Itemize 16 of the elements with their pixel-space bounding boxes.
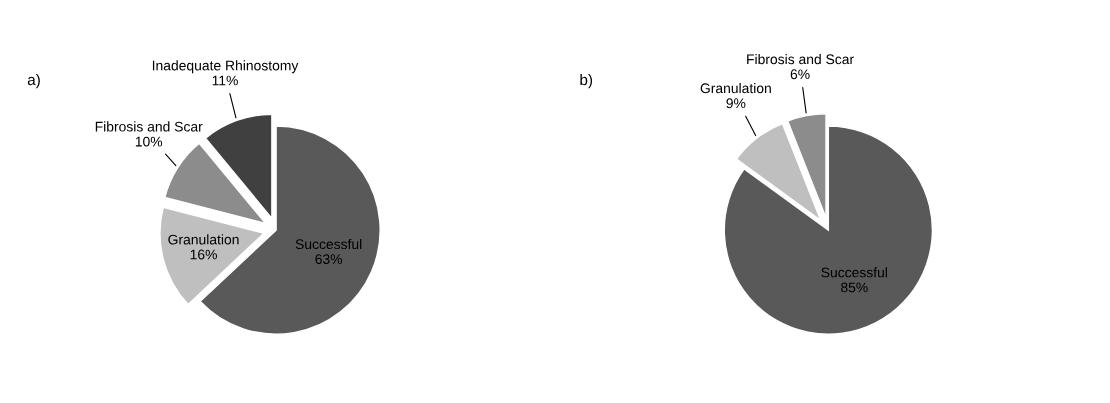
slice-label: Granulation <box>700 82 771 94</box>
slice-label: Fibrosis and Scar <box>95 121 203 132</box>
text: b) <box>580 73 593 89</box>
data-label: 16% <box>190 249 217 260</box>
slice-label: Successful <box>821 267 887 278</box>
data-label: 9% <box>726 98 746 109</box>
data-label: 63% <box>315 254 343 265</box>
data-label: 6% <box>790 69 810 80</box>
data-label: 85% <box>841 282 868 293</box>
slice-label: Fibrosis and Scar <box>747 53 854 65</box>
slice-label: Granulation <box>168 234 239 245</box>
slice-label: Inadequate Rhinostomy <box>152 60 299 74</box>
data-label: 10% <box>135 136 163 147</box>
slice-label: Successful <box>295 238 362 250</box>
data-label: 11% <box>212 75 238 86</box>
text: a) <box>27 73 40 89</box>
